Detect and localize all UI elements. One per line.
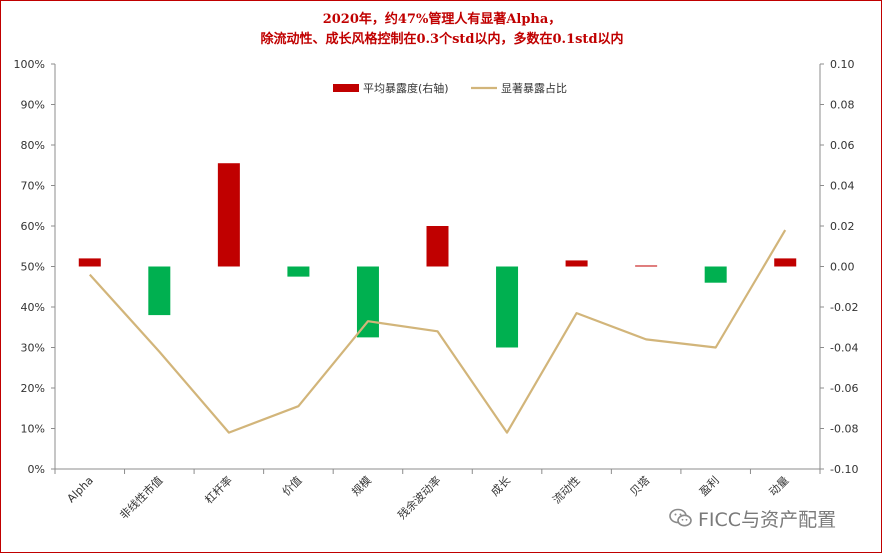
bar (287, 266, 310, 277)
x-tick-label: 盈利 (697, 474, 722, 499)
right-tick-label: 0.04 (830, 180, 855, 193)
chart-title: 2020年，约47%管理人有显著Alpha， 除流动性、成长风格控制在0.3个s… (0, 10, 884, 50)
x-tick-label: 杠杆率 (202, 473, 235, 506)
left-tick-label: 20% (21, 382, 45, 395)
x-tick-label: Alpha (65, 474, 96, 505)
line-series (88, 229, 787, 434)
x-tick-label: 残余波动率 (395, 473, 444, 522)
watermark: FICC与资产配置 (668, 505, 836, 531)
bar (496, 266, 519, 348)
right-tick-label: 0.02 (830, 220, 855, 233)
bar (635, 265, 658, 267)
bar (774, 258, 797, 267)
bar-series (78, 163, 797, 348)
bar (78, 258, 101, 267)
bar (356, 266, 379, 338)
x-tick-label: 贝塔 (628, 474, 653, 499)
right-tick-label: -0.06 (830, 382, 858, 395)
right-tick-label: 0.10 (830, 58, 855, 71)
right-tick-label: 0.00 (830, 261, 855, 274)
left-tick-label: 40% (21, 301, 45, 314)
legend-label-line: 显著暴露占比 (501, 81, 567, 95)
x-tick-label: 价值 (280, 474, 305, 499)
right-tick-label: -0.08 (830, 423, 858, 436)
right-tick-label: -0.02 (830, 301, 858, 314)
right-tick-label: 0.06 (830, 139, 855, 152)
x-tick-label: 流动性 (549, 473, 582, 506)
x-tick-label: 规模 (349, 473, 374, 498)
right-tick-label: -0.04 (830, 342, 858, 355)
left-tick-label: 10% (21, 423, 45, 436)
axes: 0% 10% 20% 30% 40% 50% 60% 70% 80% 90% 100% -0.10 -0… (14, 58, 859, 476)
legend: 平均暴露度(右轴) 显著暴露占比 (333, 81, 567, 95)
bar (426, 226, 449, 267)
bar (565, 260, 588, 267)
watermark-text: FICC与资产配置 (698, 508, 837, 531)
x-tick-label: 成长 (488, 474, 513, 499)
left-tick-label: 30% (21, 342, 45, 355)
bar (217, 163, 240, 267)
left-tick-label: 60% (21, 220, 45, 233)
x-tick-label: 非线性市值 (117, 473, 166, 522)
left-tick-label: 80% (21, 139, 45, 152)
bar (148, 266, 171, 316)
right-tick-label: 0.08 (830, 99, 855, 112)
left-tick-label: 50% (21, 261, 45, 274)
left-tick-label: 70% (21, 180, 45, 193)
x-tick-label: 动量 (767, 474, 792, 499)
legend-label-bar: 平均暴露度(右轴) (363, 81, 449, 95)
wechat-icon (669, 508, 692, 527)
left-tick-label: 100% (14, 58, 45, 71)
chart-title-line-2: 除流动性、成长风格控制在0.3个std以内，多数在0.1std以内 (260, 32, 624, 47)
legend-swatch-bar (333, 84, 359, 92)
chart-title-line-1: 2020年，约47%管理人有显著Alpha， (322, 12, 562, 27)
left-tick-label: 0% (28, 463, 45, 476)
left-tick-label: 90% (21, 99, 45, 112)
right-tick-label: -0.10 (830, 463, 858, 476)
bar (704, 266, 727, 283)
